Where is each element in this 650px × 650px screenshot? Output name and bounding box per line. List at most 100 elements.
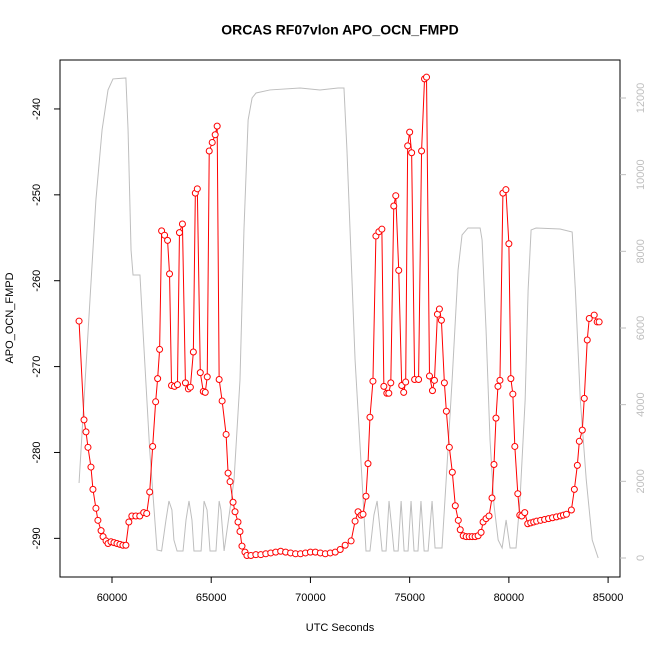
data-point bbox=[156, 345, 164, 353]
data-point bbox=[166, 270, 174, 278]
y-axis-label: APO_OCN_FMPD bbox=[4, 272, 16, 363]
data-point bbox=[364, 460, 372, 468]
data-point bbox=[492, 414, 500, 422]
chart-title: ORCAS RF07vlon APO_OCN_FMPD bbox=[221, 22, 459, 38]
data-point bbox=[226, 478, 234, 486]
data-point bbox=[125, 518, 133, 526]
data-point bbox=[154, 375, 162, 383]
data-point bbox=[203, 373, 211, 381]
y-tick-label: -280 bbox=[31, 441, 43, 463]
data-point bbox=[173, 381, 181, 389]
data-point bbox=[418, 147, 426, 155]
data-point bbox=[175, 229, 183, 237]
data-point bbox=[505, 240, 513, 248]
data-point bbox=[359, 510, 367, 518]
y2-tick-label: 0 bbox=[635, 555, 647, 561]
data-point bbox=[208, 138, 216, 146]
data-point bbox=[562, 510, 570, 518]
data-point bbox=[193, 185, 201, 193]
data-point bbox=[80, 416, 88, 424]
data-point bbox=[97, 527, 105, 535]
data-point bbox=[496, 376, 504, 384]
data-point bbox=[456, 526, 464, 534]
x-tick-label: 70000 bbox=[295, 592, 326, 604]
data-point bbox=[406, 128, 414, 136]
series-line bbox=[78, 77, 599, 559]
data-point bbox=[511, 442, 519, 450]
data-point bbox=[575, 437, 583, 445]
data-point bbox=[149, 442, 157, 450]
data-point bbox=[514, 490, 522, 498]
data-point bbox=[215, 375, 223, 383]
data-point bbox=[341, 541, 349, 549]
data-point bbox=[400, 388, 408, 396]
y2-tick-label: 6000 bbox=[635, 316, 647, 340]
y2-tick-label: 10000 bbox=[635, 159, 647, 190]
data-point bbox=[595, 318, 603, 326]
data-point bbox=[152, 398, 160, 406]
data-point bbox=[437, 316, 445, 324]
data-point bbox=[509, 390, 517, 398]
data-point bbox=[213, 122, 221, 130]
data-point bbox=[75, 317, 83, 325]
data-point bbox=[454, 516, 462, 524]
data-point bbox=[494, 382, 502, 390]
x-tick-label: 60000 bbox=[97, 592, 128, 604]
data-point bbox=[146, 488, 154, 496]
data-point bbox=[573, 461, 581, 469]
data-point bbox=[366, 413, 374, 421]
data-point bbox=[380, 382, 388, 390]
y-tick-label: -250 bbox=[31, 184, 43, 206]
data-point bbox=[186, 383, 194, 391]
data-point bbox=[94, 516, 102, 524]
data-point bbox=[585, 315, 593, 322]
data-point bbox=[415, 375, 423, 383]
data-point bbox=[435, 305, 443, 313]
data-point bbox=[425, 372, 433, 380]
data-point bbox=[390, 202, 398, 210]
data-point bbox=[87, 463, 95, 471]
x-tick-label: 80000 bbox=[494, 592, 525, 604]
data-point bbox=[507, 375, 515, 383]
data-point bbox=[440, 379, 448, 387]
data-point bbox=[570, 485, 578, 493]
y-tick-label: -240 bbox=[31, 98, 43, 120]
data-point bbox=[122, 541, 130, 549]
data-point bbox=[222, 430, 230, 438]
data-point bbox=[385, 389, 393, 397]
data-point bbox=[580, 394, 588, 402]
data-point bbox=[196, 369, 204, 377]
data-point bbox=[205, 147, 213, 155]
data-point bbox=[234, 518, 242, 526]
data-point bbox=[392, 192, 400, 200]
data-point bbox=[521, 509, 529, 517]
data-point bbox=[395, 266, 403, 274]
data-point bbox=[369, 377, 377, 385]
data-point bbox=[336, 546, 344, 554]
data-point bbox=[583, 336, 591, 344]
data-point bbox=[218, 397, 226, 405]
x-tick-label: 65000 bbox=[196, 592, 227, 604]
data-point bbox=[404, 142, 412, 150]
data-point bbox=[502, 186, 510, 194]
y-tick-label: -270 bbox=[31, 356, 43, 378]
data-point bbox=[402, 378, 410, 386]
data-point bbox=[477, 528, 485, 536]
data-point bbox=[378, 225, 386, 233]
data-point bbox=[362, 492, 370, 500]
y2-tick-label: 12000 bbox=[635, 83, 647, 114]
data-point bbox=[578, 426, 586, 434]
data-point bbox=[89, 485, 97, 493]
data-point bbox=[387, 379, 395, 387]
data-point bbox=[231, 508, 239, 516]
data-point bbox=[92, 504, 100, 512]
data-point bbox=[485, 512, 493, 520]
data-point bbox=[430, 376, 438, 384]
data-point bbox=[408, 149, 416, 157]
x-tick-label: 85000 bbox=[593, 592, 624, 604]
data-point bbox=[161, 231, 169, 239]
data-point bbox=[211, 131, 219, 139]
data-point bbox=[143, 509, 151, 517]
data-point bbox=[84, 443, 92, 451]
